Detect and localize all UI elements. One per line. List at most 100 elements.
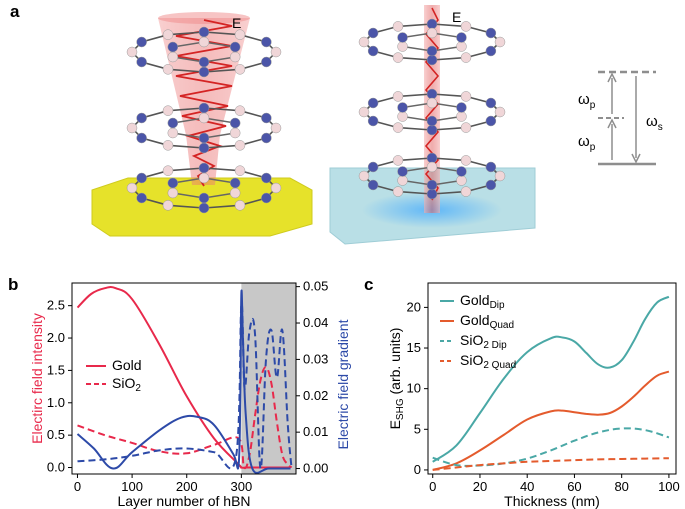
boron-atom [270,122,282,134]
x-tick-label: 200 [176,479,198,494]
plot-frame [427,282,677,475]
boron-atom [162,105,174,116]
y-right-axis-label: Electric field gradient [335,319,351,449]
y-left-axis-label: Electirc field intensity [29,313,45,444]
nitrogen-atom [367,115,379,127]
nitrogen-atom [397,32,408,43]
nitrogen-atom [456,166,467,177]
panel-b-label: b [8,275,18,294]
nitrogen-atom [167,41,179,53]
legend-label: GoldDip [460,292,505,311]
boron-atom [162,64,174,75]
boron-atom [392,186,404,197]
nitrogen-atom [367,161,379,173]
boron-atom [456,175,467,186]
boron-atom [392,122,404,133]
boron-atom [162,165,174,176]
boron-atom [162,200,174,211]
y-left-tick-label: 1.0 [47,395,65,410]
nitrogen-atom [485,97,497,109]
y-right-tick-label: 0.04 [303,315,328,330]
series-line [432,427,670,467]
boron-atom [126,46,138,58]
legend-label: Gold [112,357,142,373]
boron-atom [358,36,370,48]
beam-aperture [158,12,250,24]
omega-p-upper: ωp [578,91,596,111]
boron-atom [358,106,370,118]
nitrogen-atom [426,124,438,136]
x-tick-label: 80 [614,479,628,494]
boron-atom [494,170,506,182]
y-tick-label: 10 [407,381,421,396]
nitrogen-atom [261,112,272,124]
y-right-tick-label: 0.02 [303,388,328,403]
boron-atom [167,187,179,199]
boron-atom [456,41,467,52]
nitrogen-atom [261,172,272,184]
x-axis-label: Thickness (nm) [504,493,600,509]
nitrogen-atom [426,152,438,164]
panel-c: c 0 20 40 60 80 100 0 5 10 15 20 Thickness (nm) ESHG… [364,275,680,509]
boron-atom [270,46,282,58]
y-tick-label: 20 [407,299,421,314]
boron-atom [460,91,472,102]
boron-atom [198,172,210,184]
x-tick-label: 100 [658,479,680,494]
nitrogen-atom [367,27,379,39]
boron-atom [167,127,179,139]
nitrogen-atom [261,36,272,48]
boron-atom [234,105,246,116]
x-tick-label: 0 [74,479,81,494]
y-right-tick-label: 0.03 [303,351,328,366]
field-label-left: E [232,15,241,31]
pump-arrowhead-upper [607,72,617,83]
nitrogen-atom [426,54,438,66]
nitrogen-atom [367,97,379,109]
boron-atom [494,106,506,118]
series-line [432,295,670,463]
x-tick-label: 60 [567,479,581,494]
omega-p-lower: ωp [578,133,596,153]
boron-atom [392,91,404,102]
legend-label: SiO2 [112,375,141,394]
nitrogen-atom [136,172,147,184]
series-line [432,457,669,471]
nitrogen-atom [456,102,467,113]
boron-atom [392,52,404,63]
nitrogen-atom [426,18,438,30]
legend-label: SiO2 Dip [460,332,507,351]
x-tick-label: 0 [429,479,436,494]
boron-atom [126,182,138,194]
hbn-layers-left [126,26,282,214]
chart-b: 0 100 200 300 0.0 0.5 1.0 1.5 2.0 2.5 0.00 0.01 0.02… [29,279,351,509]
boron-atom [456,111,467,122]
nitrogen-atom [198,132,210,144]
nitrogen-atom [261,132,272,144]
boron-atom [234,64,246,75]
nitrogen-atom [261,56,272,68]
boron-atom [229,187,241,199]
pump-arrowhead-lower [607,118,617,129]
nitrogen-atom [426,88,438,100]
nitrogen-atom [167,177,179,189]
boron-atom [198,112,210,124]
boron-atom [460,52,472,63]
boron-atom [270,182,282,194]
boron-atom [397,41,408,52]
boron-atom [167,51,179,63]
y-left-tick-label: 2.5 [47,298,65,313]
boron-atom [460,186,472,197]
nitrogen-atom [198,56,210,68]
boron-atom [234,165,246,176]
series-line [432,370,670,471]
nitrogen-atom [485,179,497,191]
nitrogen-atom [167,117,179,129]
legend-label: SiO2 Quad [460,352,516,371]
y-axis-label: ESHG (arb. units) [387,328,406,430]
shaded-region [241,283,296,474]
y-right-tick-label: 0.05 [303,279,328,294]
boron-atom [392,155,404,166]
omega-s: ωs [646,113,663,133]
boron-atom [358,170,370,182]
